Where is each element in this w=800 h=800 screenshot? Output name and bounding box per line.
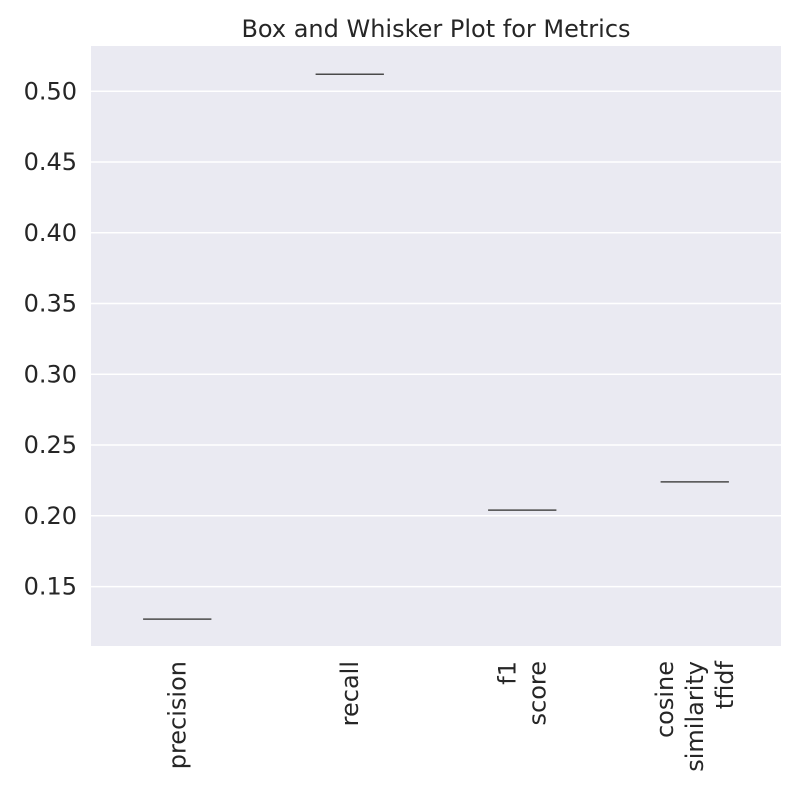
y-tick-label: 0.40 xyxy=(24,219,77,247)
x-tick-label-line: cosine xyxy=(651,661,679,738)
y-tick-label: 0.50 xyxy=(24,77,77,105)
x-tick-label: cosine similarity tfidf xyxy=(651,660,739,771)
grid-lines xyxy=(91,90,781,588)
y-tick-label: 0.35 xyxy=(24,290,77,318)
x-tick-label: f1 score xyxy=(493,661,551,726)
y-tick-label: 0.20 xyxy=(24,502,77,530)
x-tick-label-line: tfidf xyxy=(711,660,739,709)
y-tick-label: 0.25 xyxy=(24,431,77,459)
x-tick-label: precision xyxy=(163,661,191,769)
y-tick-label: 0.15 xyxy=(24,573,77,601)
box-series xyxy=(143,73,729,620)
y-axis-ticks: 0.15 0.20 0.25 0.30 0.35 0.40 0.45 0.50 xyxy=(24,77,77,600)
x-tick-label: recall xyxy=(336,661,364,726)
x-tick-label-line: similarity xyxy=(681,661,709,772)
chart-title: Box and Whisker Plot for Metrics xyxy=(241,15,630,43)
plot-area xyxy=(91,46,781,646)
x-tick-label-line: f1 xyxy=(493,661,521,685)
x-tick-label-line: precision xyxy=(163,661,191,769)
x-axis-ticks: precision recall f1 score cosine similarity tf… xyxy=(163,660,739,771)
y-tick-label: 0.30 xyxy=(24,360,77,388)
x-tick-label-line: recall xyxy=(336,661,364,726)
x-tick-label-line: score xyxy=(523,661,551,726)
y-tick-label: 0.45 xyxy=(24,148,77,176)
